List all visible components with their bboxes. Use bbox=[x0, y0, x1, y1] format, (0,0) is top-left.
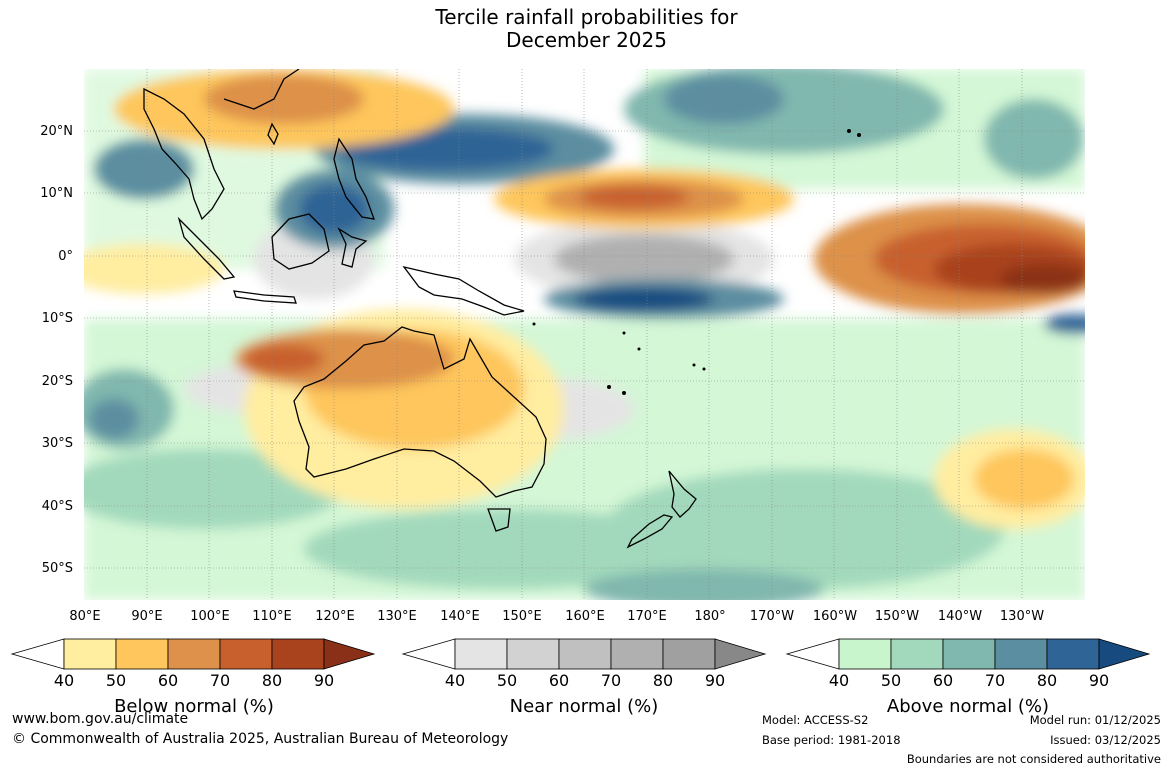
map-title-line2: December 2025 bbox=[506, 28, 667, 52]
model-run-text: Model run: 01/12/2025 bbox=[1029, 713, 1161, 727]
china-coastline bbox=[223, 69, 300, 110]
cbar-tick: 50 bbox=[880, 671, 902, 690]
cbar-swatch bbox=[890, 638, 944, 670]
cbar-tick: 80 bbox=[261, 671, 283, 690]
above-normal-colorbar bbox=[785, 638, 1151, 670]
lon-label: 150°E bbox=[502, 609, 542, 624]
philippines-coastline bbox=[333, 137, 375, 220]
lon-label: 180° bbox=[694, 609, 726, 624]
taiwan-coastline bbox=[267, 122, 279, 146]
lon-label: 170°E bbox=[627, 609, 667, 624]
cbar-tick: 90 bbox=[704, 671, 726, 690]
borneo-coastline bbox=[271, 213, 330, 270]
cbar-swatch bbox=[558, 638, 612, 670]
cbar-swatch bbox=[63, 638, 117, 670]
lon-label: 140°E bbox=[440, 609, 480, 624]
rainfall-probability-map bbox=[84, 69, 1085, 600]
cbar-swatch bbox=[271, 638, 325, 670]
below-normal-colorbar bbox=[10, 638, 376, 670]
near-normal-colorbar bbox=[401, 638, 767, 670]
lat-label: 20°S bbox=[41, 374, 73, 389]
probability-field bbox=[84, 69, 1085, 600]
cbar-tick: 70 bbox=[600, 671, 622, 690]
cbar-extend-low bbox=[401, 638, 456, 670]
near-normal-label: Near normal (%) bbox=[509, 696, 659, 717]
tasmania-coastline bbox=[487, 508, 511, 532]
cbar-tick: 80 bbox=[1036, 671, 1058, 690]
cbar-swatch bbox=[167, 638, 221, 670]
lat-label: 10°N bbox=[40, 186, 73, 201]
lon-label: 120°E bbox=[315, 609, 355, 624]
cbar-tick: 60 bbox=[548, 671, 570, 690]
lon-label: 160°E bbox=[565, 609, 605, 624]
lat-label: 20°N bbox=[40, 124, 73, 139]
cbar-tick: 60 bbox=[932, 671, 954, 690]
lon-label: 140°W bbox=[937, 609, 983, 624]
below-normal-ticks: 40 50 60 70 80 90 bbox=[10, 671, 378, 693]
cbar-swatch bbox=[219, 638, 273, 670]
graticule bbox=[84, 69, 1085, 600]
base-period-text: Base period: 1981-2018 bbox=[762, 733, 901, 747]
cbar-extend-high bbox=[1098, 638, 1151, 670]
new-zealand-south-coastline bbox=[626, 514, 674, 549]
above-normal-ticks: 40 50 60 70 80 90 bbox=[785, 671, 1153, 693]
disclaimer-text: Boundaries are not considered authoritat… bbox=[906, 752, 1161, 766]
lat-label: 10°S bbox=[41, 311, 73, 326]
lat-label: 30°S bbox=[41, 436, 73, 451]
lat-label: 40°S bbox=[41, 499, 73, 514]
sulawesi-coastline bbox=[337, 227, 368, 268]
lon-label: 110°E bbox=[252, 609, 292, 624]
new-guinea-coastline bbox=[402, 265, 525, 316]
new-zealand-north-coastline bbox=[668, 470, 697, 518]
cbar-tick: 80 bbox=[652, 671, 674, 690]
cbar-tick: 90 bbox=[1088, 671, 1110, 690]
australia-coastline bbox=[293, 326, 547, 498]
lon-label: 170°W bbox=[749, 609, 795, 624]
cbar-swatch bbox=[610, 638, 664, 670]
cbar-swatch bbox=[838, 638, 892, 670]
lat-label: 0° bbox=[58, 249, 73, 264]
lon-label: 90°E bbox=[131, 609, 163, 624]
lon-label: 80°E bbox=[69, 609, 101, 624]
cbar-extend-low bbox=[10, 638, 65, 670]
cbar-tick: 40 bbox=[53, 671, 75, 690]
lon-label: 130°W bbox=[999, 609, 1045, 624]
cbar-tick: 40 bbox=[444, 671, 466, 690]
cbar-tick: 40 bbox=[828, 671, 850, 690]
cbar-extend-low bbox=[785, 638, 840, 670]
copyright-text: © Commonwealth of Australia 2025, Austra… bbox=[12, 731, 509, 747]
cbar-swatch bbox=[1046, 638, 1100, 670]
sumatra-coastline bbox=[177, 216, 236, 280]
lon-label: 150°W bbox=[874, 609, 920, 624]
cbar-swatch bbox=[994, 638, 1048, 670]
cbar-swatch bbox=[115, 638, 169, 670]
website-link[interactable]: www.bom.gov.au/climate bbox=[12, 711, 189, 727]
lon-label: 130°E bbox=[377, 609, 417, 624]
issued-text: Issued: 03/12/2025 bbox=[1050, 733, 1161, 747]
above-normal-label: Above normal (%) bbox=[886, 696, 1050, 717]
cbar-tick: 70 bbox=[209, 671, 231, 690]
cbar-tick: 50 bbox=[105, 671, 127, 690]
cbar-extend-high bbox=[714, 638, 767, 670]
pacific-islands bbox=[532, 129, 861, 395]
near-normal-ticks: 40 50 60 70 80 90 bbox=[401, 671, 769, 693]
below-normal-label: Below normal (%) bbox=[114, 696, 274, 717]
cbar-tick: 70 bbox=[984, 671, 1006, 690]
lon-label: 100°E bbox=[190, 609, 230, 624]
lon-label: 160°W bbox=[812, 609, 858, 624]
cbar-extend-high bbox=[323, 638, 376, 670]
cbar-tick: 60 bbox=[157, 671, 179, 690]
cbar-swatch bbox=[506, 638, 560, 670]
cbar-swatch bbox=[942, 638, 996, 670]
model-text: Model: ACCESS-S2 bbox=[762, 713, 869, 727]
cbar-tick: 90 bbox=[313, 671, 335, 690]
java-coastline bbox=[233, 290, 297, 304]
cbar-swatch bbox=[662, 638, 716, 670]
coastlines bbox=[143, 69, 697, 549]
cbar-tick: 50 bbox=[496, 671, 518, 690]
lat-label: 50°S bbox=[41, 561, 73, 576]
cbar-swatch bbox=[454, 638, 508, 670]
map-title-line1: Tercile rainfall probabilities for bbox=[435, 5, 738, 29]
mainland-se-asia-coastline bbox=[143, 87, 225, 221]
